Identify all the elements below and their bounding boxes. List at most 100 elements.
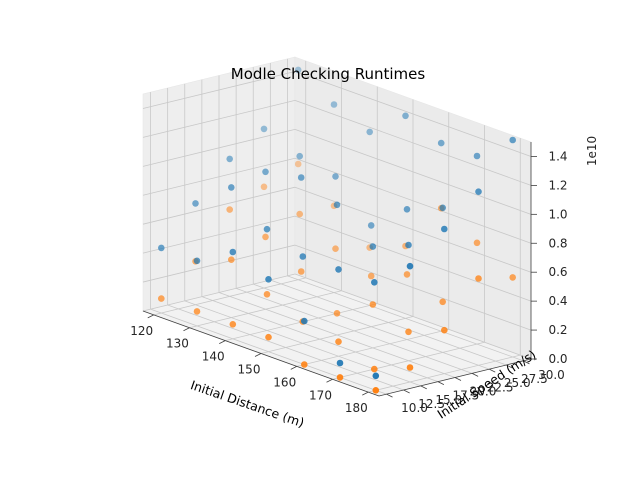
y-grid-line [184, 300, 421, 387]
z-tick-label: 0.6 [548, 265, 567, 279]
data-point-series-2 [296, 210, 304, 218]
z-grid-line [294, 100, 532, 186]
data-point-series-1 [332, 173, 339, 180]
data-point-series-1 [403, 206, 411, 213]
y-grid-line [218, 292, 456, 378]
z-grid-line [142, 128, 296, 167]
data-point-series-1 [335, 266, 342, 273]
data-point-series-1 [260, 125, 268, 133]
data-point-series-1 [473, 152, 481, 160]
y-tick-label: 12.5 [418, 397, 445, 411]
tick-labels: 120 130 140 150 160 170 180 10.012.515.017.520.… [130, 142, 568, 415]
x-tick-label: 170 [309, 388, 332, 402]
z-grid-line [294, 215, 532, 302]
z-grid-line [142, 186, 296, 225]
z-grid-line [294, 128, 532, 215]
data-point-series-2 [301, 361, 308, 368]
y-tick-mark [471, 372, 479, 377]
z-tick-label: 0.8 [548, 236, 567, 250]
data-point-series-1 [402, 112, 409, 120]
y-tick-mark [437, 381, 445, 386]
data-point-series-2 [406, 364, 414, 371]
data-point-series-2 [475, 275, 482, 282]
data-point-series-1 [158, 244, 165, 252]
y-grid-line [270, 279, 507, 366]
x-tick-label: 140 [202, 350, 225, 364]
z-grid-line [142, 100, 296, 138]
y-tick-label: 22.5 [487, 380, 514, 394]
data-point-series-2 [509, 274, 516, 281]
data-point-series-2 [369, 301, 377, 308]
z-tick-label: 0.0 [548, 352, 567, 366]
data-point-series-2 [228, 256, 235, 264]
data-point-series-1 [333, 201, 341, 209]
data-point-series-1 [336, 359, 344, 367]
y-grid-line [287, 275, 524, 362]
data-point-series-1 [265, 276, 272, 283]
y-tick-label: 20.0 [470, 385, 497, 399]
data-point-series-2 [439, 298, 447, 306]
data-points [158, 66, 516, 394]
grid-lines [142, 58, 532, 395]
y-grid-line [253, 283, 490, 370]
data-point-series-1 [367, 222, 375, 229]
data-point-series-1 [294, 66, 302, 74]
data-point-series-2 [226, 206, 233, 213]
y-grid-line [167, 304, 404, 391]
z-grid-line [142, 71, 296, 109]
data-point-series-1 [372, 372, 380, 380]
x-tick-mark [362, 391, 369, 396]
data-point-series-1 [439, 204, 447, 212]
data-point-series-1 [228, 184, 235, 191]
data-point-series-1 [262, 168, 269, 176]
data-point-series-1 [369, 243, 377, 250]
data-point-series-1 [226, 155, 233, 163]
y-tick-mark [454, 377, 462, 381]
data-point-series-2 [193, 308, 201, 315]
y-tick-label: 17.5 [453, 389, 480, 403]
x-tick-label: 180 [345, 401, 368, 415]
z-grid-line [142, 215, 296, 254]
data-point-series-1 [406, 262, 414, 270]
data-point-series-2 [229, 321, 237, 328]
y-tick-label: 25.0 [504, 376, 531, 390]
data-point-series-2 [371, 365, 378, 373]
x-tick-mark [254, 353, 262, 357]
z-offset-label: 1e10 [585, 136, 599, 166]
data-point-series-1 [229, 248, 237, 256]
x-tick-mark [219, 340, 226, 344]
data-point-series-1 [301, 317, 308, 325]
y-grid-line [201, 296, 439, 383]
data-point-series-1 [437, 139, 445, 147]
z-tick-label: 1.2 [548, 178, 567, 192]
x-tick-label: 120 [130, 324, 153, 338]
data-point-series-2 [403, 271, 411, 278]
y-tick-mark [386, 393, 393, 398]
z-grid-line [142, 157, 296, 196]
data-point-series-2 [336, 374, 344, 381]
y-tick-mark [523, 360, 530, 365]
z-tick-label: 0.2 [548, 323, 567, 337]
z-grid-line [294, 273, 532, 360]
data-point-series-2 [473, 239, 481, 247]
x-tick-mark [183, 327, 190, 332]
z-tick-label: 0.4 [548, 294, 567, 308]
y-tick-mark [506, 364, 513, 369]
x-tick-label: 150 [238, 363, 261, 377]
y-tick-label: 30.0 [538, 368, 565, 382]
data-point-series-2 [263, 291, 271, 298]
y-grid-line [150, 308, 387, 395]
data-point-series-1 [263, 225, 271, 233]
x-tick-label: 130 [166, 337, 189, 351]
data-point-series-1 [441, 225, 448, 233]
x-tick-mark [290, 366, 297, 370]
z-grid-line [294, 244, 532, 331]
data-point-series-2 [367, 272, 375, 280]
y-tick-mark [489, 368, 496, 373]
data-point-series-2 [158, 295, 165, 302]
data-point-series-2 [265, 333, 272, 341]
data-point-series-1 [405, 241, 412, 249]
data-point-series-1 [509, 136, 516, 144]
chart-title: Modle Checking Runtimes [231, 65, 426, 83]
